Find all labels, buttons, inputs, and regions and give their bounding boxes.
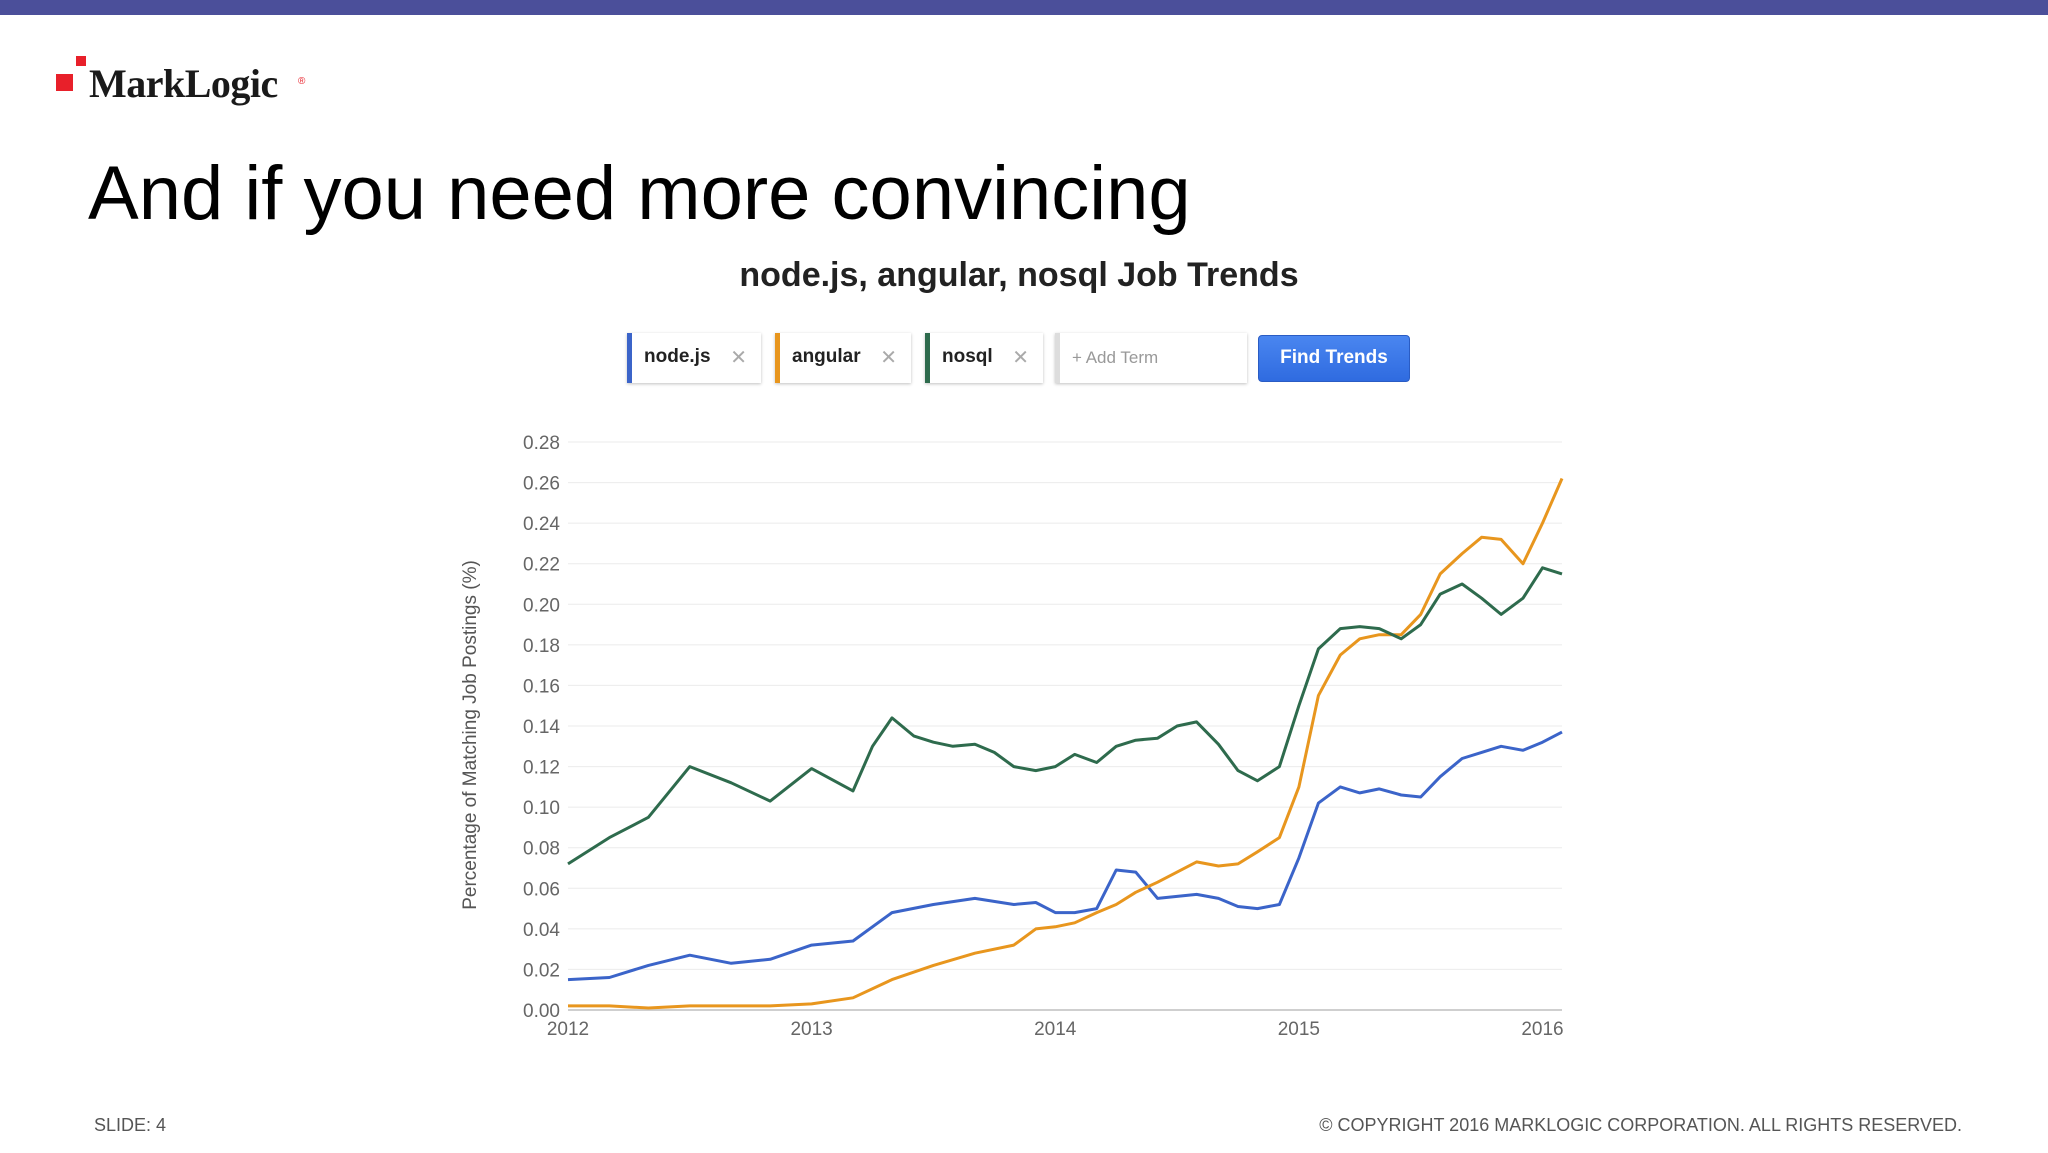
registered-mark: ® — [298, 76, 306, 87]
x-tick-label: 2013 — [790, 1019, 832, 1040]
slide-number: SLIDE: 4 — [94, 1115, 167, 1135]
find-trends-button[interactable]: Find Trends — [1258, 335, 1410, 382]
x-tick-label: 2015 — [1278, 1019, 1320, 1040]
close-icon[interactable]: ✕ — [880, 347, 897, 369]
search-term-nosql[interactable]: nosql ✕ — [925, 333, 1043, 383]
y-tick-label: 0.04 — [523, 920, 560, 941]
slide-title: And if you need more convincing — [88, 151, 1191, 236]
y-tick-label: 0.08 — [523, 839, 560, 860]
search-term-angular[interactable]: angular ✕ — [775, 333, 911, 383]
y-axis-label: Percentage of Matching Job Postings (%) — [460, 560, 481, 910]
x-tick-label: 2012 — [547, 1019, 589, 1040]
chart-gridlines — [568, 441, 1562, 1011]
search-term-nodejs[interactable]: node.js ✕ — [627, 333, 761, 383]
series-line-angular — [568, 477, 1564, 1010]
chart-title: node.js, angular, nosql Job Trends — [739, 256, 1299, 294]
close-icon[interactable]: ✕ — [1012, 347, 1029, 369]
series-line-nosql — [567, 566, 1563, 866]
y-tick-label: 0.20 — [523, 595, 560, 616]
y-tick-label: 0.28 — [523, 433, 560, 454]
logo-square-large — [56, 74, 73, 91]
x-tick-label: 2014 — [1034, 1019, 1077, 1040]
y-tick-label: 0.12 — [523, 758, 560, 779]
y-tick-label: 0.10 — [523, 798, 560, 819]
copyright-notice: © COPYRIGHT 2016 MARKLOGIC CORPORATION. … — [1319, 1115, 1962, 1135]
y-tick-label: 0.14 — [523, 717, 560, 738]
search-term-label: angular — [792, 346, 861, 367]
y-tick-label: 0.22 — [523, 555, 560, 576]
job-trends-chart: 0.00 0.02 0.04 0.06 0.08 0.10 0.12 0.14 0.16 0.18… — [460, 433, 1564, 1040]
close-icon[interactable]: ✕ — [730, 347, 747, 369]
top-accent-bar — [0, 0, 2048, 15]
x-tick-label: 2016 — [1521, 1019, 1563, 1040]
y-tick-label: 0.06 — [523, 879, 560, 900]
search-term-label: nosql — [942, 346, 993, 367]
logo-square-small — [76, 56, 86, 66]
y-tick-label: 0.18 — [523, 636, 560, 657]
series-line-node-js — [567, 730, 1563, 982]
x-axis: 2012 2013 2014 2015 2016 — [547, 1019, 1564, 1040]
search-term-label: node.js — [644, 346, 711, 367]
y-tick-label: 0.00 — [523, 1001, 560, 1022]
y-tick-label: 0.24 — [523, 514, 560, 535]
add-term-placeholder: + Add Term — [1072, 348, 1159, 367]
y-tick-label: 0.26 — [523, 474, 560, 495]
logo-wordmark: MarkLogic — [89, 61, 278, 106]
chart-series — [567, 477, 1564, 1010]
add-term-input[interactable]: + Add Term — [1055, 333, 1247, 383]
y-axis: 0.00 0.02 0.04 0.06 0.08 0.10 0.12 0.14 0.16 0.18… — [523, 433, 560, 1022]
y-tick-label: 0.16 — [523, 676, 560, 697]
y-tick-label: 0.02 — [523, 960, 560, 981]
